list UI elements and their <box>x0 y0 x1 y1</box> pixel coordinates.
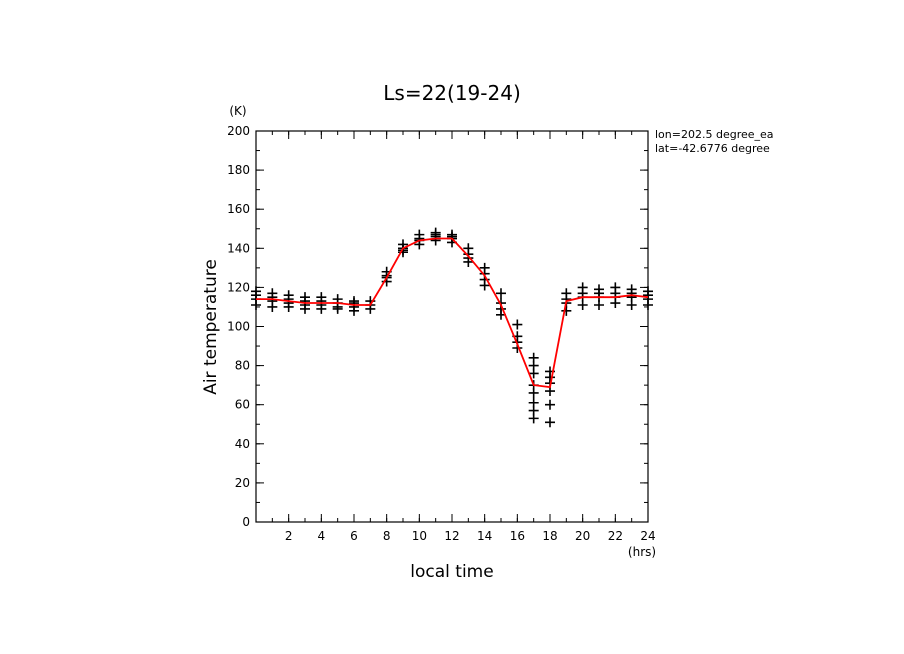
x-tick-label: 8 <box>383 529 391 543</box>
y-tick-label: 40 <box>235 437 250 451</box>
data-point <box>528 387 539 398</box>
data-point <box>430 235 441 246</box>
data-point <box>512 319 523 330</box>
y-tick-label: 140 <box>227 241 250 255</box>
data-point <box>463 256 474 267</box>
y-tick-label: 80 <box>235 359 250 373</box>
y-tick-label: 120 <box>227 280 250 294</box>
data-point <box>594 299 604 310</box>
data-point <box>561 305 572 316</box>
x-tick-label: 4 <box>318 529 326 543</box>
y-tick-label: 160 <box>227 202 250 216</box>
data-point <box>643 299 653 310</box>
x-tick-label: 2 <box>285 529 293 543</box>
annotation-lat: lat=-42.6776 degree <box>655 142 770 155</box>
data-point <box>300 303 310 314</box>
data-point <box>349 305 359 316</box>
x-tick-label: 14 <box>477 529 492 543</box>
x-tick-label: 6 <box>350 529 358 543</box>
x-axis-title: local time <box>410 562 493 582</box>
scatter-points <box>251 227 653 428</box>
y-tick-label: 60 <box>235 398 250 412</box>
data-point <box>528 413 539 424</box>
chart-title: Ls=22(19-24) <box>383 81 521 105</box>
x-tick-label: 24 <box>640 529 655 543</box>
axes: 2 4 6 8 10 12 14 16 18 20 22 2402040608010012014016… <box>227 124 656 543</box>
data-point <box>528 368 539 379</box>
x-tick-label: 10 <box>412 529 427 543</box>
mean-line-group <box>256 237 649 389</box>
data-point <box>610 298 621 309</box>
y-axis-title: Air temperature <box>201 259 221 395</box>
x-tick-label: 18 <box>542 529 557 543</box>
data-point <box>496 288 506 299</box>
data-point <box>283 301 294 312</box>
data-point <box>545 399 555 410</box>
y-tick-label: 180 <box>227 163 250 177</box>
y-unit-label: (K) <box>229 104 246 118</box>
y-tick-label: 100 <box>227 320 250 334</box>
x-tick-label: 16 <box>510 529 525 543</box>
data-point <box>577 299 588 310</box>
data-point <box>545 417 555 428</box>
x-tick-label: 12 <box>444 529 459 543</box>
y-tick-label: 20 <box>235 476 250 490</box>
data-point <box>479 280 490 291</box>
data-point <box>316 303 327 314</box>
mean-line <box>256 237 649 389</box>
data-point <box>332 303 343 314</box>
plot-frame <box>255 130 649 523</box>
y-tick-label: 200 <box>227 124 250 138</box>
data-point <box>267 301 278 312</box>
x-tick-label: 22 <box>608 529 623 543</box>
x-unit-label: (hrs) <box>628 545 656 559</box>
data-point <box>251 299 261 310</box>
y-tick-label: 0 <box>242 515 250 529</box>
data-point <box>626 299 637 310</box>
annotation-lon: lon=202.5 degree_ea <box>655 128 774 141</box>
x-tick-label: 20 <box>575 529 590 543</box>
